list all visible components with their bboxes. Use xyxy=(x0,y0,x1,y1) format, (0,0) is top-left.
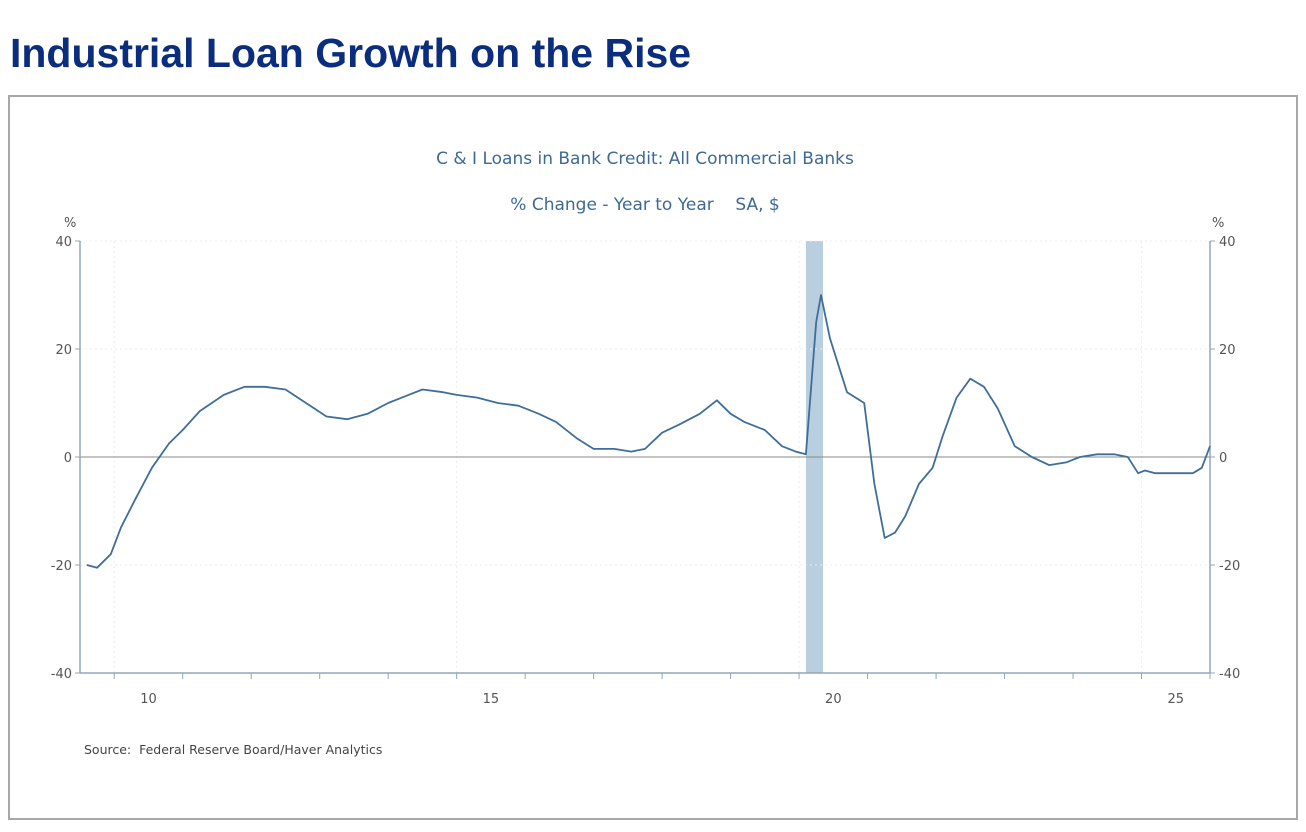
x-tick-label: 25 xyxy=(1167,692,1184,707)
page-title: Industrial Loan Growth on the Rise xyxy=(10,30,692,76)
x-tick-label: 20 xyxy=(825,692,842,707)
y-unit-label-left: % xyxy=(64,216,76,231)
y-tick-label-left: 40 xyxy=(55,235,72,250)
y-tick-labels-left: 40 20 0 -20 -40 xyxy=(51,235,72,682)
chart-subtitle: % Change - Year to Year SA, $ xyxy=(510,195,779,215)
y-unit-label-right: % xyxy=(1212,216,1224,231)
x-tick-label: 10 xyxy=(140,692,157,707)
y-tick-labels-right: 40 20 0 -20 -40 xyxy=(1219,235,1240,682)
y-tick-label-left: -20 xyxy=(51,559,72,574)
series-line xyxy=(86,294,1211,569)
y-tick-label-right: 0 xyxy=(1219,451,1227,466)
y-tick-label-right: -20 xyxy=(1219,559,1240,574)
y-tick-label-right: 40 xyxy=(1219,235,1236,250)
y-tick-label-right: 20 xyxy=(1219,343,1236,358)
x-tick-labels: 10 15 20 25 xyxy=(140,692,1184,707)
y-tick-label-left: 0 xyxy=(64,451,72,466)
y-tick-label-left: 20 xyxy=(55,343,72,358)
chart-title: C & I Loans in Bank Credit: All Commerci… xyxy=(436,149,854,169)
x-tick-label: 15 xyxy=(483,692,500,707)
y-tick-label-right: -40 xyxy=(1219,667,1240,682)
source-note: Source: Federal Reserve Board/Haver Anal… xyxy=(84,742,382,757)
y-tick-label-left: -40 xyxy=(51,667,72,682)
axis-ticks xyxy=(75,240,1215,679)
